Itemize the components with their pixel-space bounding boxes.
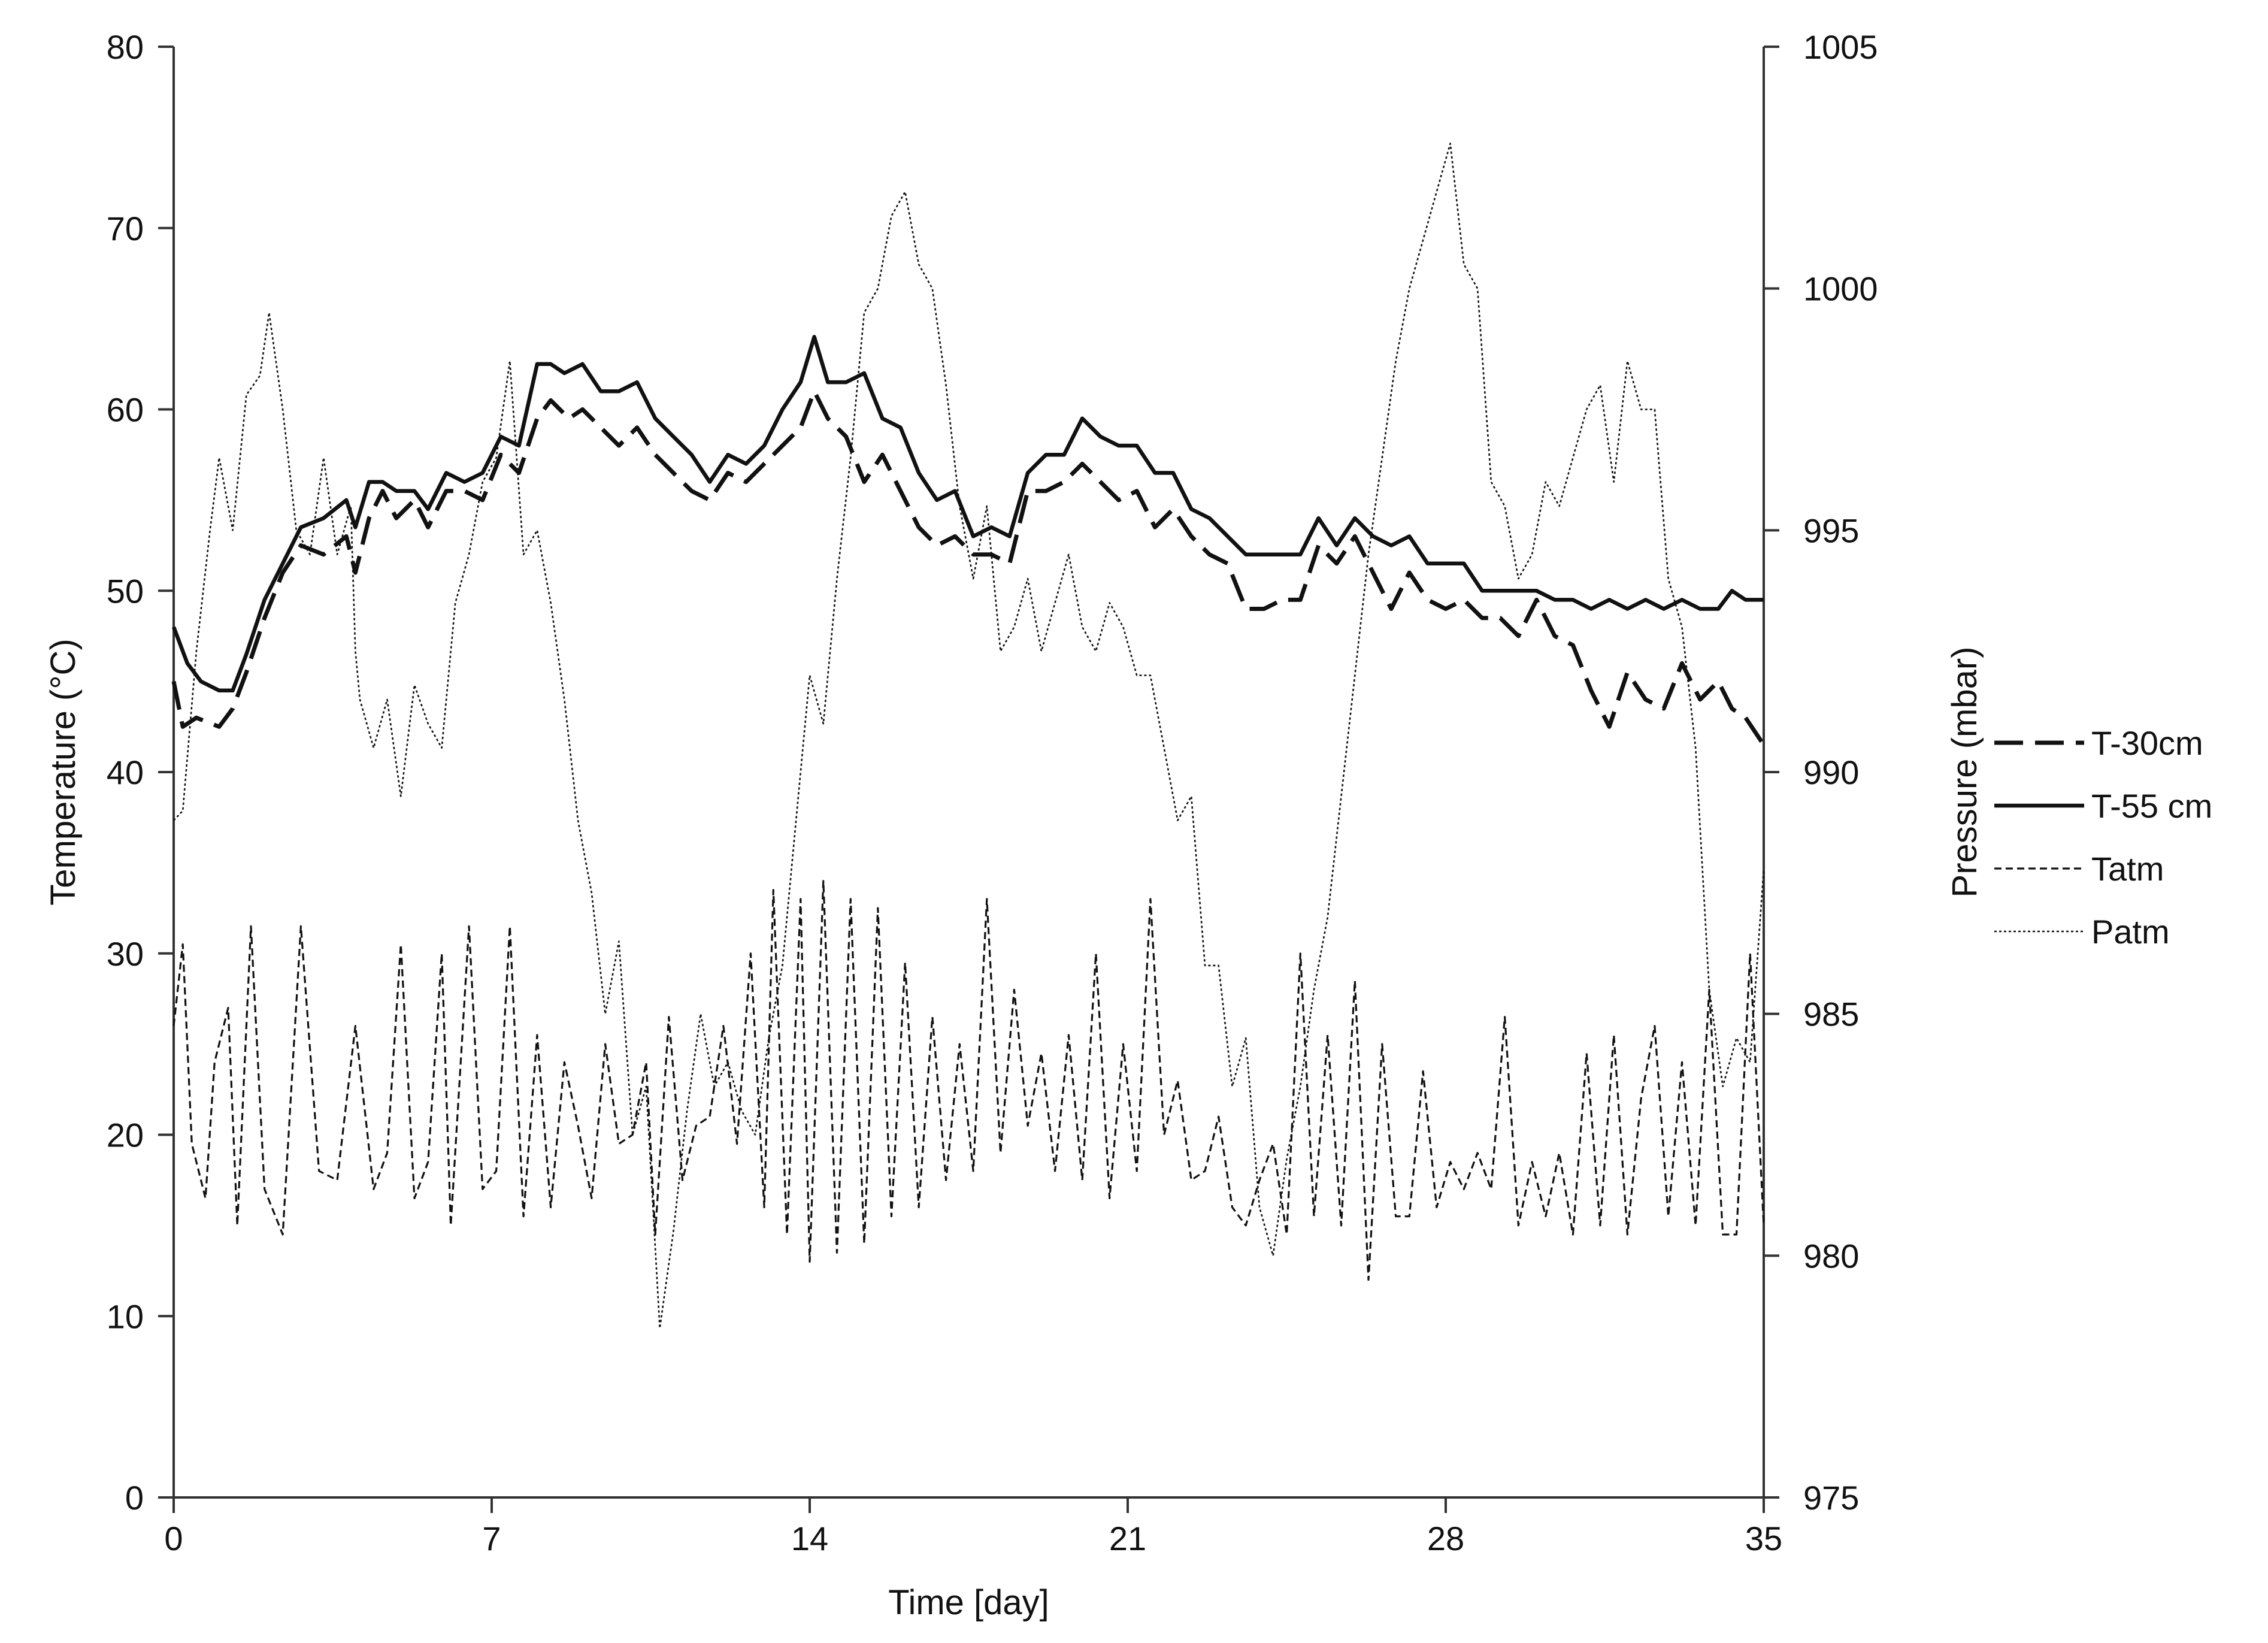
y-tick-label-left: 70 [107,210,144,247]
legend: T-30cm T-55 cm Tatm Patm [1994,724,2212,951]
y-tick-label-left: 10 [107,1297,144,1335]
axes-layer: 0 7 14 21 28 35 0 10 20 30 40 50 60 70 80 975 980 985 990 9… [44,28,1984,1622]
x-tick-label: 21 [1109,1520,1146,1557]
y-tick-label-right: 995 [1803,512,1859,549]
series-line-tatm [172,880,1765,1281]
y-tick-label-left: 60 [107,391,144,429]
x-tick-label: 0 [164,1520,183,1557]
y-tick-label-left: 0 [125,1479,144,1517]
legend-label-tatm: Tatm [2091,850,2164,888]
y-axis-title-left: Temperature (°C) [44,639,83,905]
y-tick-label-left: 40 [107,754,144,791]
legend-label-patm: Patm [2091,913,2170,951]
y-tick-label-left: 50 [107,572,144,610]
series-line-patm [173,143,1765,1329]
x-tick-label: 28 [1427,1520,1464,1557]
series-line-t-55-cm [171,335,1764,693]
y-tick-label-left: 80 [107,28,144,66]
series-line-t-30cm [171,389,1766,746]
y-axis-title-right: Pressure (mbar) [1945,647,1984,898]
y-tick-label-right: 980 [1803,1237,1859,1275]
y-tick-label-right: 1005 [1803,28,1878,66]
y-tick-label-right: 1000 [1803,270,1878,308]
y-tick-label-left: 20 [107,1116,144,1154]
y-tick-label-right: 990 [1803,754,1859,791]
y-tick-label-left: 30 [107,935,144,973]
x-axis-title: Time [day] [888,1583,1049,1622]
legend-label-t-30cm: T-30cm [2091,724,2203,762]
x-tick-label: 14 [791,1520,828,1557]
legend-label-t-55-cm: T-55 cm [2091,787,2212,825]
y-tick-label-right: 985 [1803,996,1859,1033]
y-tick-label-right: 975 [1803,1479,1859,1517]
x-tick-label: 35 [1745,1520,1782,1557]
x-tick-label: 7 [482,1520,501,1557]
series-layer [171,143,1766,1329]
